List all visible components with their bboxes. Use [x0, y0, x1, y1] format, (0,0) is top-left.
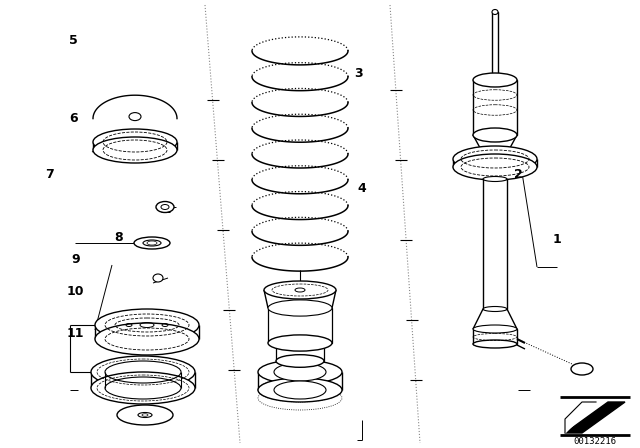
Ellipse shape: [268, 335, 332, 351]
Ellipse shape: [483, 177, 507, 181]
Text: 3: 3: [354, 67, 363, 81]
Bar: [492, 12, 498, 80]
Ellipse shape: [93, 129, 177, 155]
Ellipse shape: [473, 73, 517, 87]
Ellipse shape: [258, 378, 342, 402]
Ellipse shape: [274, 381, 326, 399]
Bar: [473, 80, 517, 135]
Ellipse shape: [95, 309, 199, 341]
Ellipse shape: [473, 128, 517, 142]
Ellipse shape: [134, 237, 170, 249]
Ellipse shape: [276, 355, 324, 367]
Bar: [268, 308, 332, 343]
Ellipse shape: [492, 9, 498, 14]
Text: 5: 5: [69, 34, 78, 47]
Ellipse shape: [268, 300, 332, 316]
Text: 8: 8: [114, 231, 123, 244]
Ellipse shape: [571, 363, 593, 375]
Text: 7: 7: [45, 168, 54, 181]
Ellipse shape: [117, 405, 173, 425]
Ellipse shape: [264, 281, 336, 299]
Text: 10: 10: [67, 284, 84, 298]
Bar: [483, 179, 507, 309]
Ellipse shape: [473, 325, 517, 333]
Text: 6: 6: [69, 112, 78, 125]
Ellipse shape: [483, 306, 507, 311]
Ellipse shape: [95, 323, 199, 355]
Polygon shape: [565, 402, 625, 433]
Polygon shape: [565, 402, 596, 433]
Ellipse shape: [156, 202, 174, 212]
Ellipse shape: [453, 146, 537, 172]
Text: 1: 1: [552, 233, 561, 246]
Text: 9: 9: [71, 253, 80, 267]
Text: 11: 11: [67, 327, 84, 340]
Text: 00132216: 00132216: [573, 437, 616, 446]
Ellipse shape: [153, 274, 163, 282]
Ellipse shape: [274, 363, 326, 381]
Text: 2: 2: [514, 168, 523, 181]
Ellipse shape: [453, 154, 537, 180]
Bar: [473, 329, 517, 344]
Ellipse shape: [258, 360, 342, 384]
Ellipse shape: [91, 356, 195, 388]
Text: 4: 4: [357, 181, 366, 195]
Ellipse shape: [93, 137, 177, 163]
Ellipse shape: [129, 112, 141, 121]
Ellipse shape: [473, 340, 517, 348]
Ellipse shape: [91, 372, 195, 404]
Bar: [276, 343, 324, 361]
